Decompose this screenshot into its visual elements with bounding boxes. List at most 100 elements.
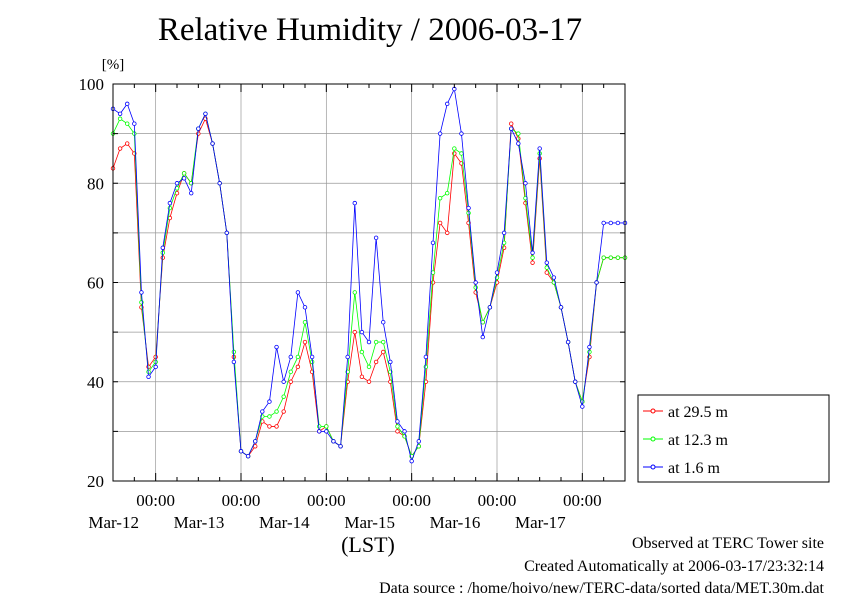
data-point [373,359,379,365]
data-point [317,429,322,434]
x-tick-time-label: 00:00 [392,491,431,510]
data-point [516,141,521,146]
data-point [181,171,187,176]
data-point [594,280,599,285]
data-point [366,379,372,384]
data-point [267,414,272,419]
x-tick-date-label: Mar-17 [515,513,566,532]
data-point [253,439,258,444]
data-point [125,101,130,107]
data-point [281,379,286,384]
data-point [395,429,400,434]
x-tick-date-label: Mar-13 [174,513,225,532]
data-point [238,449,244,454]
data-point [480,320,485,325]
legend: at 29.5 m at 12.3 m at 1.6 m [637,394,830,483]
grid-lines [113,83,625,482]
data-point [544,260,549,265]
data-point [260,409,265,414]
data-point [615,220,621,226]
data-point [580,404,585,409]
data-point [459,131,464,136]
series-3 [110,86,628,464]
data-point [359,374,365,379]
data-point [445,190,450,196]
data-point [309,354,315,360]
data-point [160,245,165,250]
x-tick-date-label: Mar-14 [259,513,310,532]
data-point [587,344,592,350]
series-line [112,112,625,458]
data-point [565,339,571,345]
series-layer [110,86,628,464]
data-point [146,374,151,379]
data-point [217,181,222,186]
y-axis-label: [%] [102,57,125,73]
data-point [117,111,123,116]
data-point [402,429,407,434]
y-tick-label: 100 [79,75,105,94]
x-tick-time-label: 00:00 [563,491,602,510]
data-point [480,334,485,340]
legend-swatch-marker [650,408,656,414]
data-point [523,181,528,186]
data-point [601,220,606,226]
data-point [608,220,613,226]
data-point [558,305,564,310]
data-point [587,349,592,355]
data-point [381,320,386,325]
footer-data-source: Data source : /home/hoivo/new/TERC-data/… [379,580,824,597]
data-point [132,121,137,126]
data-point [509,121,514,126]
data-point [445,230,450,236]
data-point [573,379,578,384]
data-point [189,190,194,196]
y-tick-label: 40 [87,373,104,392]
data-point [352,329,357,335]
legend-label: at 29.5 m [668,404,729,421]
data-point [139,290,144,295]
data-point [267,424,272,429]
data-point [366,339,372,345]
x-tick-time-label: 00:00 [478,491,517,510]
data-point [281,394,286,399]
data-point [224,230,229,236]
legend-label: at 12.3 m [668,432,729,449]
footer-created: Created Automatically at 2006-03-17/23:3… [524,558,824,575]
data-point [452,146,457,151]
data-point [288,379,293,384]
data-point [445,101,450,107]
data-point [359,349,365,355]
data-point [231,349,237,355]
data-point [430,270,436,275]
data-point [601,255,606,260]
data-point [494,270,500,275]
data-point [516,131,521,136]
data-point [437,220,443,226]
data-point [245,453,251,459]
data-point [423,354,429,360]
data-point [117,146,123,151]
data-point [203,111,208,116]
series-line [112,117,625,458]
data-point [530,250,535,255]
data-point [487,305,493,310]
axes-layer: 20 40 60 80 100 00:00 Mar-12 00:00 Mar-13 00:00 Ma… [79,75,626,532]
data-point [437,195,443,201]
data-point [366,364,372,370]
series-1 [110,116,628,459]
data-point [324,429,329,434]
data-point [530,260,535,265]
x-tick-time-label: 00:00 [222,491,261,510]
footer-observed: Observed at TERC Tower site [631,535,824,552]
data-point [295,354,301,360]
data-point [416,439,421,444]
data-point [523,200,528,206]
data-point [345,354,350,360]
data-point [352,290,357,295]
data-point [395,424,400,429]
data-point [501,230,507,236]
data-point [295,364,301,370]
data-point [352,200,357,206]
data-point [381,349,386,355]
